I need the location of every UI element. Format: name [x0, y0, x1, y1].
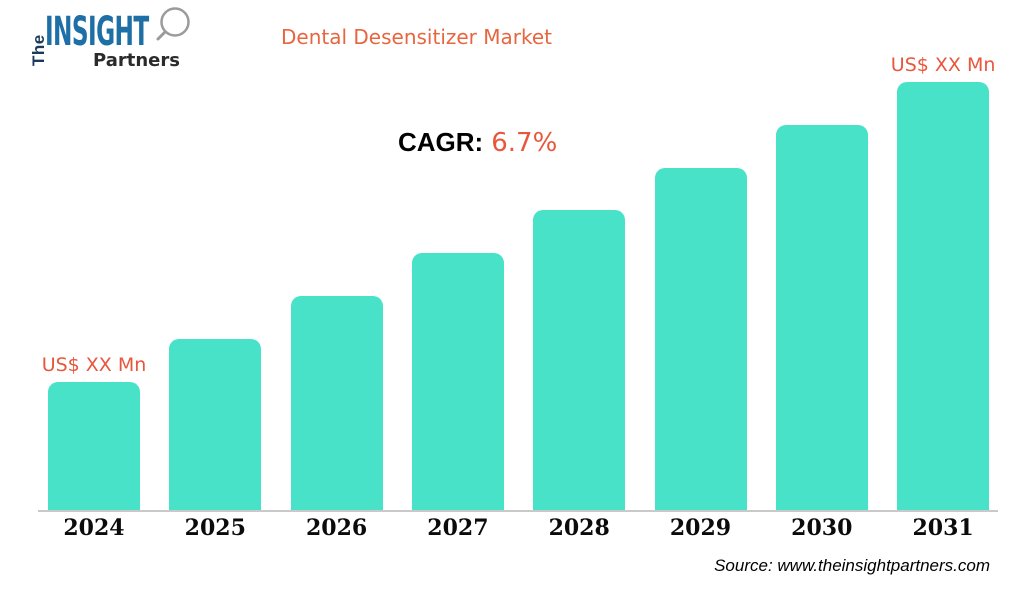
x-tick-label-2024: 2024 [63, 515, 125, 541]
source-attribution: Source: www.theinsightpartners.com [714, 556, 990, 575]
x-tick-label-2030: 2030 [791, 515, 853, 541]
bar-value-label-2024: US$ XX Mn [41, 353, 147, 376]
bar-2030 [775, 124, 868, 510]
x-tick-label-2028: 2028 [548, 515, 610, 541]
x-tick-label-2026: 2026 [305, 515, 368, 541]
bar-2027 [411, 253, 504, 510]
x-tick-label-2029: 2029 [669, 515, 732, 541]
chart-title: Dental Desensitizer Market [281, 25, 553, 49]
x-tick-label-2025: 2025 [184, 515, 246, 541]
bar-2024 [48, 381, 140, 510]
cagr-label: CAGR: [398, 127, 484, 157]
cagr-value: 6.7% [491, 128, 558, 158]
logo-partners-text: Partners [93, 50, 180, 71]
magnifier-icon [156, 7, 190, 41]
x-tick-label-2031: 2031 [912, 515, 974, 541]
insight-partners-logo: The INSIGHT Partners [25, 7, 205, 78]
logo-insight-text: INSIGHT [45, 9, 149, 55]
bar-2028 [533, 210, 626, 510]
bar-2025 [169, 338, 262, 510]
bar-2031 [897, 82, 990, 510]
x-tick-label-2027: 2027 [427, 515, 489, 541]
x-axis-line [38, 510, 998, 512]
bar-2029 [654, 167, 747, 510]
bar-2026 [290, 296, 383, 510]
bar-value-label-2031: US$ XX Mn [890, 54, 996, 76]
cagr-annotation: CAGR: 6.7% [398, 127, 557, 161]
